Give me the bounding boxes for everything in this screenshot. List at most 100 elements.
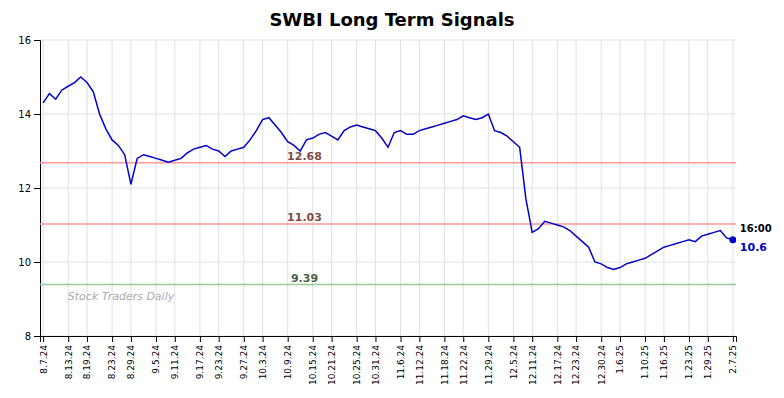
x-tick-mark <box>513 336 514 342</box>
x-tick: 1.10.25 <box>640 336 650 379</box>
x-grid-line <box>243 40 244 336</box>
x-tick-label: 11.6.24 <box>396 345 406 380</box>
y-grid-line <box>40 40 736 41</box>
x-tick-label: 12.30.24 <box>597 345 607 385</box>
x-tick-label: 11.18.24 <box>440 345 450 385</box>
x-tick-label: 11.29.24 <box>484 345 494 385</box>
grid <box>40 40 736 336</box>
y-tick: 14 <box>18 109 40 120</box>
x-tick: 11.29.24 <box>484 336 494 385</box>
x-tick-mark <box>419 336 420 342</box>
x-tick-label: 1.6.25 <box>615 345 625 374</box>
reference-line <box>40 162 736 164</box>
x-tick: 12.30.24 <box>597 336 607 385</box>
x-grid-line <box>557 40 558 336</box>
x-tick-mark <box>68 336 69 342</box>
x-tick-mark <box>733 336 734 342</box>
y-tick-mark <box>34 188 40 189</box>
x-tick-label: 10.31.24 <box>371 345 381 385</box>
x-tick-mark <box>557 336 558 342</box>
x-tick: 11.12.24 <box>415 336 425 385</box>
x-axis: 8.7.24 8.13.24 8.19.24 8.23.24 8.29.24 9.5.24… <box>39 336 739 385</box>
x-tick-label: 11.12.24 <box>415 345 425 385</box>
x-grid-line <box>262 40 263 336</box>
x-tick: 10.21.24 <box>327 336 337 385</box>
y-tick: 12 <box>18 183 40 194</box>
x-tick-label: 8.23.24 <box>107 345 117 380</box>
x-tick-label: 10.15.24 <box>308 345 318 385</box>
x-grid-line <box>199 40 200 336</box>
x-tick-label: 8.7.24 <box>39 345 49 374</box>
x-tick-mark <box>156 336 157 342</box>
x-tick: 8.19.24 <box>82 336 92 379</box>
x-tick: 10.3.24 <box>258 336 268 379</box>
y-tick-label: 12 <box>18 183 31 194</box>
x-tick-label: 9.11.24 <box>170 345 180 380</box>
watermark: Stock Traders Daily <box>68 290 175 303</box>
x-tick: 9.17.24 <box>195 336 205 379</box>
x-tick-label: 9.5.24 <box>151 345 161 374</box>
x-tick: 8.13.24 <box>64 336 74 379</box>
x-tick-label: 8.29.24 <box>126 345 136 380</box>
annotations: 12.6811.039.3916:0010.6Stock Traders Dai… <box>68 150 772 304</box>
x-grid-line <box>463 40 464 336</box>
x-tick-label: 9.23.24 <box>214 345 224 380</box>
x-tick-mark <box>375 336 376 342</box>
x-tick-mark <box>601 336 602 342</box>
x-tick: 8.7.24 <box>39 336 49 374</box>
x-tick-mark <box>488 336 489 342</box>
x-axis-line <box>41 337 737 343</box>
x-tick: 11.6.24 <box>396 336 406 379</box>
x-grid-line <box>287 40 288 336</box>
reference-label: 12.68 <box>287 150 322 163</box>
x-grid-line <box>620 40 621 336</box>
x-grid-line <box>444 40 445 336</box>
x-tick-mark <box>112 336 113 342</box>
x-tick-label: 12.23.24 <box>571 345 581 385</box>
x-tick-mark <box>689 336 690 342</box>
x-grid-line <box>43 40 44 336</box>
x-tick-mark <box>131 336 132 342</box>
x-tick-mark <box>401 336 402 342</box>
x-grid-line <box>375 40 376 336</box>
x-grid-line <box>356 40 357 336</box>
x-grid-line <box>174 40 175 336</box>
x-grid-line <box>601 40 602 336</box>
x-grid-line <box>532 40 533 336</box>
x-grid-line <box>419 40 420 336</box>
reference-label: 11.03 <box>287 211 322 224</box>
x-grid-line <box>400 40 401 336</box>
x-tick: 12.23.24 <box>571 336 581 385</box>
last-time-label: 16:00 <box>740 223 772 234</box>
y-grid-line <box>40 114 736 115</box>
x-tick-label: 10.21.24 <box>327 345 337 385</box>
x-tick-mark <box>244 336 245 342</box>
x-tick-mark <box>288 336 289 342</box>
x-tick-label: 11.22.24 <box>459 345 469 385</box>
x-tick: 10.9.24 <box>283 336 293 379</box>
y-tick-mark <box>34 114 40 115</box>
x-tick-mark <box>43 336 44 342</box>
x-tick-label: 1.23.25 <box>684 345 694 379</box>
x-tick-mark <box>576 336 577 342</box>
x-tick-mark <box>620 336 621 342</box>
x-tick-label: 2.7.25 <box>728 345 738 374</box>
x-tick-label: 1.16.25 <box>659 345 669 379</box>
y-grid-line <box>40 188 736 189</box>
y-axis: 810121416 <box>18 35 40 342</box>
x-tick-mark <box>357 336 358 342</box>
x-tick: 1.6.25 <box>615 336 625 374</box>
x-tick-label: 1.10.25 <box>640 345 650 379</box>
x-tick-mark <box>200 336 201 342</box>
x-grid-line <box>218 40 219 336</box>
x-tick: 12.11.24 <box>528 336 538 385</box>
x-tick-mark <box>463 336 464 342</box>
x-tick: 10.25.24 <box>352 336 362 385</box>
x-tick: 11.22.24 <box>459 336 469 385</box>
x-tick: 2.7.25 <box>728 336 738 374</box>
y-tick-mark <box>34 336 40 337</box>
plot-area: 8101214168.7.248.13.248.19.248.23.248.29… <box>18 35 771 385</box>
x-tick: 8.23.24 <box>107 336 117 379</box>
y-tick-label: 16 <box>18 35 31 46</box>
x-grid-line <box>688 40 689 336</box>
